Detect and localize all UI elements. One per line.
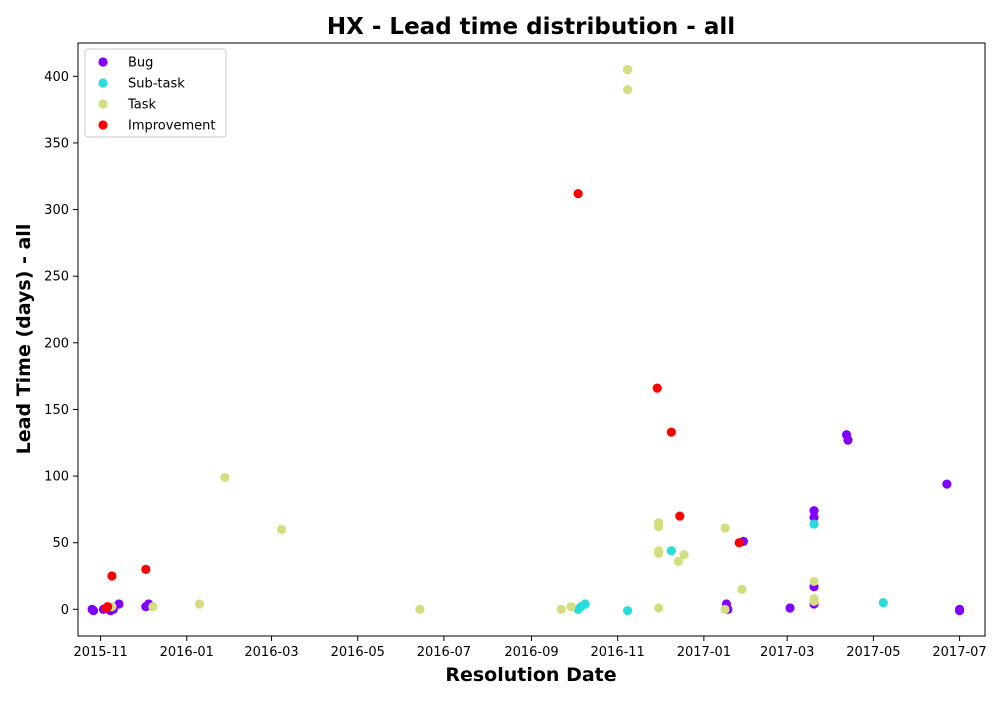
data-point bbox=[654, 548, 664, 558]
legend-label: Task bbox=[127, 98, 157, 113]
data-point bbox=[654, 603, 664, 613]
data-point bbox=[666, 427, 676, 437]
legend-label: Sub-task bbox=[128, 77, 185, 92]
y-tick-label: 400 bbox=[44, 70, 69, 85]
series-task bbox=[107, 65, 819, 614]
y-tick-label: 350 bbox=[44, 136, 69, 151]
y-tick-label: 150 bbox=[44, 403, 69, 418]
data-point bbox=[809, 512, 819, 523]
y-tick-label: 250 bbox=[44, 270, 69, 285]
data-point bbox=[785, 603, 795, 613]
series-bug bbox=[87, 430, 965, 616]
data-point bbox=[734, 538, 744, 548]
data-point bbox=[679, 550, 689, 560]
data-point bbox=[843, 435, 853, 445]
x-tick-label: 2016-01 bbox=[160, 645, 214, 660]
data-point bbox=[107, 571, 117, 581]
legend-marker bbox=[98, 99, 108, 109]
x-axis: 2015-11 2016-01 2016-03 2016-05 2016-07 2016-… bbox=[73, 636, 987, 660]
data-point bbox=[675, 511, 685, 521]
data-point bbox=[622, 65, 633, 75]
x-tick-label: 2016-05 bbox=[331, 645, 385, 660]
data-point bbox=[809, 596, 819, 606]
data-point bbox=[942, 479, 952, 489]
plot-layer bbox=[87, 65, 965, 616]
x-axis-label: Resolution Date bbox=[445, 664, 616, 686]
x-tick-label: 2016-07 bbox=[417, 645, 471, 660]
data-point bbox=[622, 606, 633, 616]
data-point bbox=[114, 599, 124, 609]
data-point bbox=[276, 524, 287, 534]
legend-marker bbox=[98, 57, 108, 67]
y-axis: 0 50 100 150 200 250 300 350 400 bbox=[44, 70, 78, 618]
x-tick-label: 2017-01 bbox=[677, 645, 731, 660]
data-point bbox=[88, 606, 99, 616]
y-tick-label: 200 bbox=[44, 336, 69, 351]
x-tick-label: 2017-05 bbox=[846, 645, 900, 660]
data-point bbox=[809, 506, 819, 516]
legend-marker bbox=[98, 78, 108, 88]
series-improvement bbox=[101, 188, 744, 613]
data-point bbox=[809, 519, 819, 529]
y-tick-label: 50 bbox=[52, 536, 69, 551]
data-point bbox=[415, 604, 425, 614]
legend-items: Bug Sub-task Task Improvement bbox=[98, 56, 215, 134]
x-tick-label: 2016-03 bbox=[244, 645, 298, 660]
x-tick-label: 2017-07 bbox=[932, 645, 986, 660]
data-point bbox=[954, 606, 965, 616]
data-point bbox=[652, 383, 662, 393]
data-point bbox=[673, 556, 684, 566]
data-point bbox=[194, 599, 205, 609]
data-point bbox=[622, 85, 633, 95]
data-point bbox=[809, 576, 819, 586]
y-axis-label: Lead Time (days) - all bbox=[13, 224, 35, 455]
data-point bbox=[148, 602, 158, 612]
legend-label: Bug bbox=[128, 56, 153, 71]
chart-title: HX - Lead time distribution - all bbox=[327, 14, 735, 40]
data-point bbox=[720, 604, 730, 614]
legend-marker bbox=[98, 120, 108, 130]
legend-frame bbox=[84, 48, 227, 138]
data-point bbox=[101, 603, 111, 613]
data-point bbox=[580, 599, 590, 609]
y-tick-label: 100 bbox=[44, 470, 69, 485]
data-point bbox=[654, 522, 664, 532]
legend: Bug Sub-task Task Improvement bbox=[84, 48, 227, 138]
data-point bbox=[666, 546, 676, 556]
y-tick-label: 0 bbox=[61, 603, 69, 618]
x-tick-label: 2016-09 bbox=[504, 645, 558, 660]
x-tick-label: 2015-11 bbox=[73, 645, 127, 660]
y-tick-label: 300 bbox=[44, 203, 69, 218]
data-point bbox=[720, 523, 730, 533]
series-sub-task bbox=[573, 519, 888, 616]
x-tick-label: 2017-03 bbox=[760, 645, 814, 660]
data-point bbox=[220, 472, 230, 483]
legend-label: Improvement bbox=[128, 119, 215, 134]
x-tick-label: 2016-11 bbox=[591, 645, 645, 660]
data-point bbox=[878, 598, 888, 608]
data-point bbox=[556, 604, 566, 614]
data-point bbox=[573, 188, 583, 199]
data-point bbox=[737, 584, 747, 594]
data-point bbox=[141, 564, 151, 574]
data-point bbox=[566, 602, 576, 612]
